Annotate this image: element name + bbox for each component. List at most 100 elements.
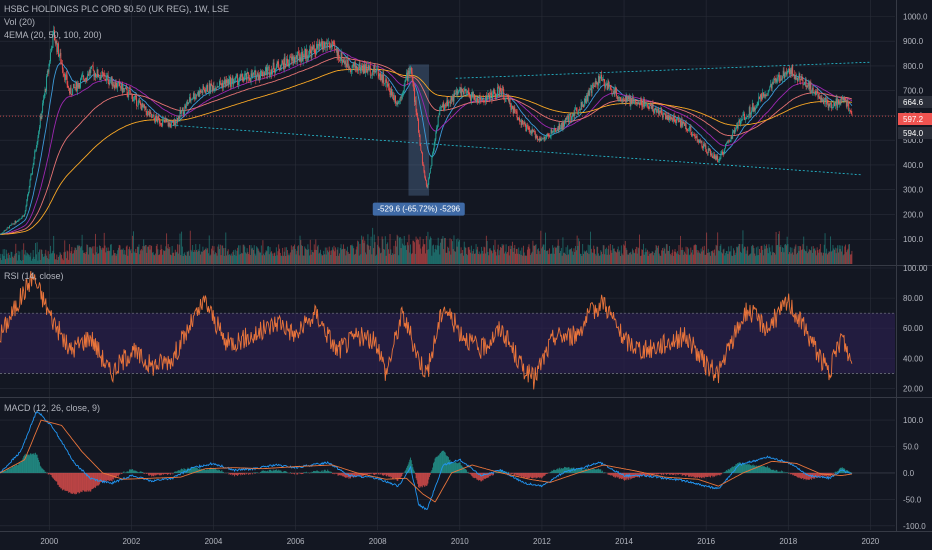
volume-bar <box>388 253 390 264</box>
price-candle <box>342 59 344 63</box>
volume-bar <box>48 259 50 264</box>
macd-histogram-bar <box>330 471 332 473</box>
volume-bar <box>614 251 616 264</box>
volume-bar <box>25 255 27 264</box>
macd-histogram-bar <box>175 471 177 473</box>
macd-histogram-bar <box>158 472 160 475</box>
macd-histogram-bar <box>448 459 450 473</box>
volume-bar <box>406 249 408 264</box>
macd-histogram-bar <box>804 472 805 479</box>
macd-histogram-bar <box>772 469 774 473</box>
volume-bar <box>502 245 504 264</box>
macd-histogram-bar <box>586 469 588 473</box>
price-candle <box>827 103 829 108</box>
volume-bar <box>628 253 630 264</box>
macd-histogram-bar <box>62 472 64 490</box>
price-candle <box>821 97 823 102</box>
macd-histogram-bar <box>174 471 176 473</box>
macd-histogram-bar <box>243 472 245 475</box>
macd-histogram-bar <box>404 471 406 473</box>
volume-bar <box>521 247 523 264</box>
volume-bar <box>305 249 307 264</box>
last-price-tag: 597.2 <box>898 113 932 125</box>
price-candle <box>488 93 490 95</box>
last-price-tag-text: 597.2 <box>903 115 924 124</box>
price-candle <box>739 119 741 125</box>
price-candle <box>241 74 243 77</box>
macd-histogram-bar <box>270 469 272 473</box>
price-candle <box>416 111 418 116</box>
macd-histogram-bar <box>776 470 778 473</box>
macd-histogram-bar <box>819 472 821 477</box>
macd-histogram-bar <box>747 463 749 473</box>
volume-bar <box>172 252 174 264</box>
volume-bar <box>496 249 498 264</box>
price-candle <box>698 140 700 143</box>
volume-bar <box>320 254 322 264</box>
volume-bar <box>756 255 758 264</box>
price-candle <box>316 44 318 55</box>
volume-bar <box>827 252 829 264</box>
volume-bar <box>377 236 379 264</box>
macd-histogram-bar <box>759 465 760 473</box>
macd-histogram-bar <box>1 471 3 473</box>
price-candle <box>207 91 209 93</box>
volume-bar <box>726 251 728 264</box>
volume-bar <box>718 251 720 264</box>
volume-bar <box>203 250 205 264</box>
volume-bar <box>241 252 243 264</box>
macd-histogram-bar <box>748 463 750 473</box>
price-candle <box>72 83 74 89</box>
macd-histogram-bar <box>414 471 415 473</box>
price-candle <box>675 121 677 123</box>
price-candle <box>782 70 784 77</box>
price-candle <box>483 101 485 102</box>
volume-bar <box>299 235 301 264</box>
volume-bar <box>532 240 534 264</box>
price-candle <box>631 97 633 104</box>
price-candle <box>362 68 364 74</box>
volume-bar <box>32 250 34 264</box>
volume-bar <box>599 255 601 264</box>
macd-histogram-bar <box>807 472 809 480</box>
price-candle <box>799 73 801 80</box>
volume-bar <box>122 248 124 264</box>
volume-bar <box>586 252 588 264</box>
price-candle <box>464 89 466 91</box>
volume-bar <box>750 253 752 264</box>
volume-bar <box>371 254 373 264</box>
price-candle <box>686 128 688 130</box>
volume-bar <box>615 251 617 264</box>
price-candle <box>550 129 552 137</box>
price-candle <box>320 41 322 45</box>
price-candle <box>169 123 171 124</box>
volume-bar <box>177 253 179 264</box>
volume-bar <box>763 255 764 264</box>
macd-histogram-bar <box>265 471 267 473</box>
volume-bar <box>176 251 178 264</box>
macd-histogram-bar <box>598 468 599 473</box>
volume-bar <box>821 252 823 264</box>
price-candle <box>6 227 8 230</box>
volume-bar <box>125 254 126 264</box>
macd-histogram-bar <box>92 472 94 489</box>
volume-bar <box>53 235 55 264</box>
volume-bar <box>526 249 528 264</box>
price-candle <box>344 61 346 65</box>
price-candle <box>262 75 264 77</box>
price-candle <box>843 97 845 101</box>
volume-bar <box>242 244 244 264</box>
macd-histogram-bar <box>608 472 610 475</box>
volume-bar <box>316 249 318 264</box>
price-candle <box>815 91 817 95</box>
macd-histogram-bar <box>729 469 730 473</box>
price-candle <box>666 115 668 120</box>
time-axis[interactable]: 2000 2002 2004 2006 2008 2010 2012 2014 2016 2018… <box>40 537 879 546</box>
macd-histogram-bar <box>207 469 209 473</box>
volume-bar <box>399 237 401 264</box>
price-candle <box>320 44 321 47</box>
volume-bar <box>553 247 554 264</box>
price-candle <box>426 184 428 188</box>
